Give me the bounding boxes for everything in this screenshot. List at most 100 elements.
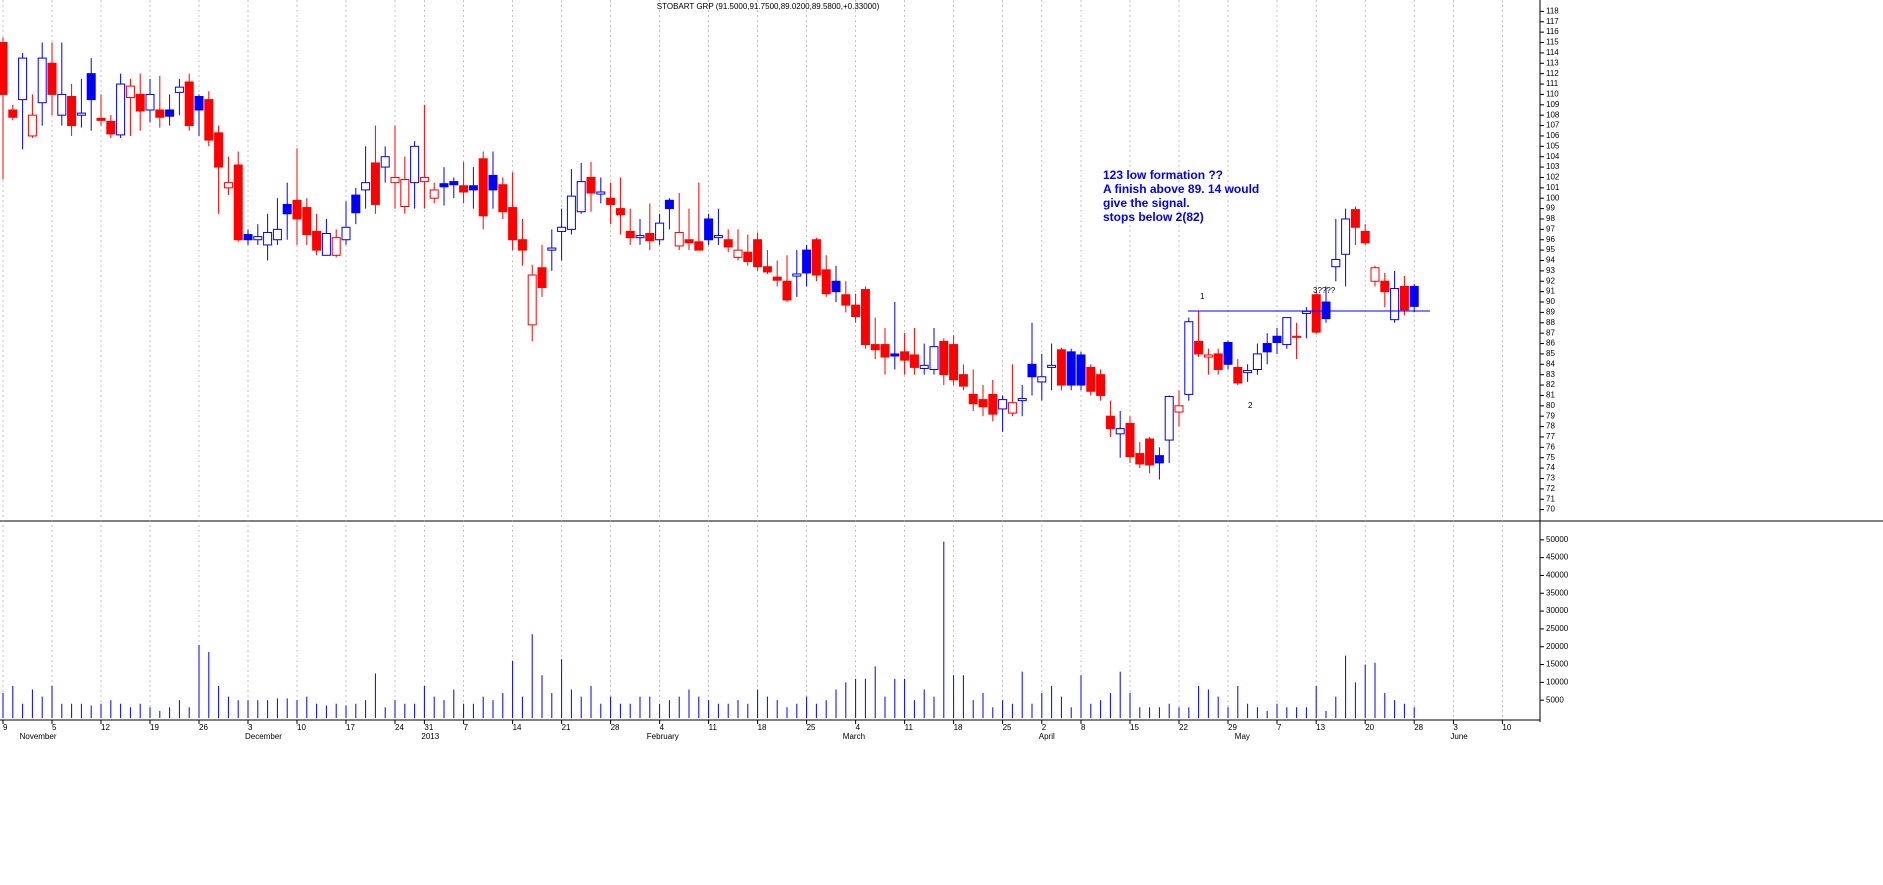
candle-body [331,237,341,256]
candle-body [860,289,870,346]
annotation: 123 low formation ?? [1103,168,1223,182]
y-tick-label: 78 [1546,422,1555,431]
candle-body [400,179,410,208]
y-tick-label: 83 [1546,370,1555,379]
y-tick-label: 116 [1546,27,1559,36]
candle-body [968,393,978,405]
candle-body [723,239,733,248]
y-tick-label: 91 [1546,287,1555,296]
candle-body [1311,294,1321,333]
y-tick-label: 110 [1546,90,1559,99]
candle-body [96,117,106,121]
candle-body [802,249,812,274]
candle-body [429,189,439,199]
candle-body [459,185,469,193]
y-tick-label: 98 [1546,214,1555,223]
x-tick-label: 11 [905,723,914,732]
candle-body [1086,366,1096,392]
candle-body [125,85,135,99]
x-tick-label: 29 [1228,723,1237,732]
candle-body [449,181,459,186]
y-tick-label: 105 [1546,141,1560,150]
candle-body [713,235,723,239]
candle-body [684,239,694,244]
candle-body [596,191,606,195]
x-tick-label: 25 [1003,723,1012,732]
candle-body [488,174,498,191]
x-tick-label: 15 [1130,723,1139,732]
annotation: A finish above 89. 14 would [1103,182,1259,196]
candle-body [586,176,596,194]
x-tick-label: 10 [1502,723,1511,732]
y-tick-label: 79 [1546,411,1555,420]
candle-body [233,164,243,241]
candle-body [1341,218,1351,255]
candle-body [1056,349,1066,386]
candle-body [949,344,959,381]
month-label: December [245,732,282,741]
x-tick-label: 4 [660,723,665,732]
y-tick-label: 107 [1546,121,1560,130]
x-tick-label: 18 [954,723,963,732]
candle-body [537,267,547,288]
x-tick-label: 31 [424,723,433,732]
candle-body [1135,453,1145,465]
candle-body [547,247,557,251]
candle-body [566,195,576,230]
month-label: November [20,732,57,741]
candle-body [302,207,312,236]
candle-body [1213,353,1223,370]
candle-body [890,353,900,357]
month-label: February [647,732,679,741]
candle-body [1321,301,1331,320]
candle-body [704,218,714,241]
candle-body [155,109,165,118]
candle-body [880,344,890,358]
y-tick-label: 114 [1546,48,1559,57]
y-tick-label: 92 [1546,276,1555,285]
y-tick-label: 76 [1546,442,1555,451]
candle-body [1096,374,1106,396]
candle-body [498,184,508,213]
x-tick-label: 11 [709,723,718,732]
x-tick-label: 3 [248,723,253,732]
candle-body [1409,285,1419,307]
candle-body [988,393,998,415]
candle-body [361,182,371,191]
y-tick-label: 86 [1546,339,1555,348]
candle-body [694,241,704,251]
candle-body [86,73,96,101]
candle-body [753,239,763,268]
y-tick-label: 74 [1546,463,1555,472]
y-tick-label: 82 [1546,380,1555,389]
volume-tick-label: 5000 [1546,695,1564,704]
candle-body [351,194,361,214]
candle-body [1223,342,1233,365]
candle-body [1037,376,1047,383]
y-tick-label: 88 [1546,318,1555,327]
candle-body [1017,398,1027,402]
candle-body [831,280,841,293]
candle-body [57,93,67,116]
candle-body [47,62,57,95]
candle-body [655,222,665,241]
y-tick-label: 111 [1546,79,1559,88]
candle-body [1262,343,1272,353]
y-tick-label: 70 [1546,505,1555,514]
y-tick-label: 115 [1546,38,1559,47]
candle-body [1066,351,1076,386]
y-tick-label: 90 [1546,297,1555,306]
candle-body [370,162,380,205]
candle-body [204,99,214,141]
candle-body [1115,428,1125,435]
candle-body [625,230,635,239]
candle-body [410,145,420,184]
candle-body [1184,321,1194,395]
month-label: March [843,732,865,741]
x-tick-label: 10 [297,723,306,732]
candle-body [517,239,527,251]
candle-body [194,95,204,111]
candle-body [1380,280,1390,293]
candle-body [733,249,743,258]
